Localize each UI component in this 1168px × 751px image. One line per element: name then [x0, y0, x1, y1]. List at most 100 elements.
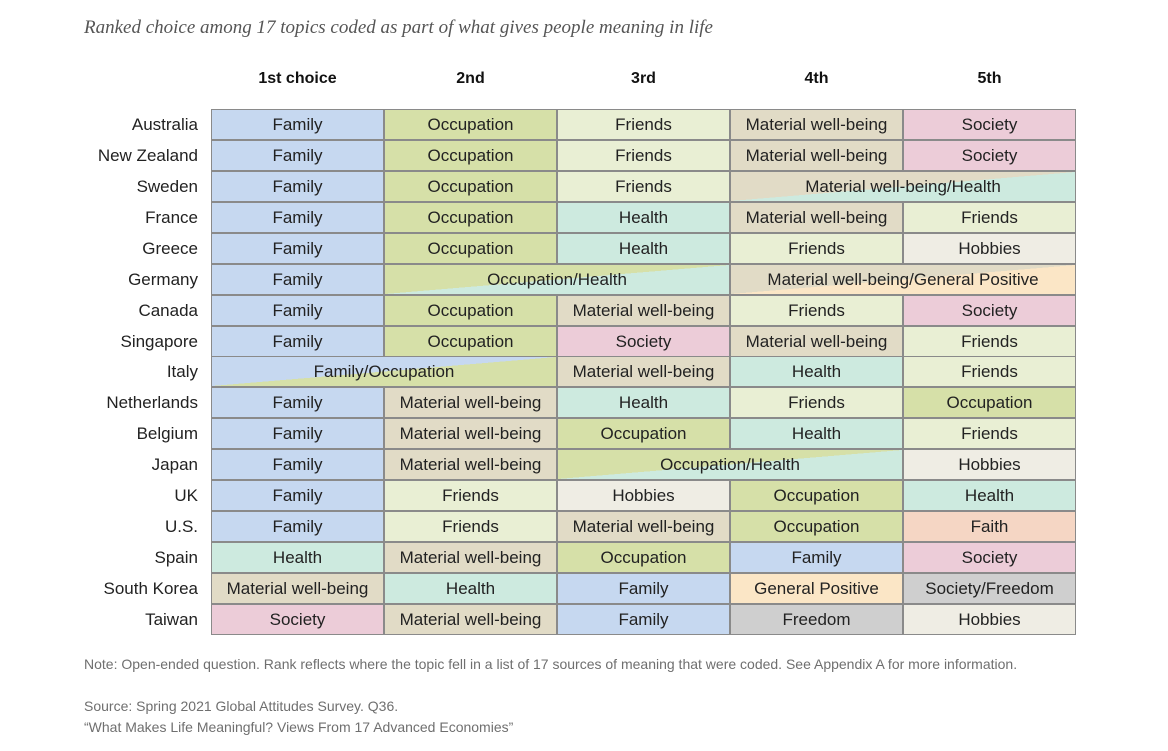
cell-label: Society/Freedom — [925, 578, 1054, 598]
cell-japan-rank-5: Hobbies — [903, 449, 1076, 481]
cell-taiwan-rank-4: Freedom — [730, 603, 903, 635]
cell-spain-rank-3: Occupation — [557, 542, 730, 574]
cell-singapore-rank-2: Occupation — [384, 325, 557, 357]
cell-south-korea-rank-2: Health — [384, 572, 557, 604]
report-title-text: “What Makes Life Meaningful? Views From … — [84, 719, 514, 735]
cell-label: Occupation — [600, 424, 687, 444]
cell-germany-rank-4: Material well-being/General Positive — [730, 263, 1076, 295]
cell-label: Material well-being — [399, 393, 542, 413]
cell-netherlands-rank-1: Family — [211, 387, 384, 419]
cell-label: Occupation — [427, 331, 514, 351]
cell-label: Friends — [788, 238, 845, 258]
cell-singapore-rank-4: Material well-being — [730, 325, 903, 357]
cell-uk-rank-1: Family — [211, 480, 384, 512]
cell-singapore-rank-1: Family — [211, 325, 384, 357]
column-header-3: 3rd — [631, 70, 656, 87]
cell-spain-rank-2: Material well-being — [384, 542, 557, 574]
row-label-canada: Canada — [138, 300, 198, 320]
cell-label: Hobbies — [958, 609, 1021, 629]
cell-label: Friends — [615, 115, 672, 134]
cell-label: Health — [791, 424, 842, 444]
column-header-1: 1st choice — [258, 70, 337, 87]
cell-belgium-rank-3: Occupation — [557, 418, 730, 450]
cell-japan-rank-1: Family — [211, 449, 384, 481]
cell-label: Occupation — [773, 517, 860, 537]
row-label-sweden: Sweden — [136, 176, 198, 196]
cell-belgium-rank-5: Friends — [903, 418, 1076, 450]
cell-taiwan-rank-1: Society — [211, 603, 384, 635]
cell-uk-rank-5: Health — [903, 480, 1076, 512]
cell-label: Hobbies — [612, 486, 675, 506]
cell-taiwan-rank-2: Material well-being — [384, 603, 557, 635]
cell-label: Occupation — [946, 393, 1033, 413]
cell-south-korea-rank-4: General Positive — [730, 572, 903, 604]
cell-canada-rank-3: Material well-being — [557, 294, 730, 326]
cell-south-korea-rank-1: Material well-being — [211, 572, 384, 604]
cell-label: Society — [961, 115, 1018, 134]
cell-uk-rank-2: Friends — [384, 480, 557, 512]
cell-label: Family — [618, 578, 669, 598]
cell-label: Family — [272, 176, 323, 196]
cell-belgium-rank-4: Health — [730, 418, 903, 450]
cell-label: Occupation — [427, 115, 514, 134]
cell-label: Family — [272, 269, 323, 289]
cell-label: Family — [272, 238, 323, 258]
chart-subtitle: Ranked choice among 17 topics coded as p… — [84, 17, 713, 38]
cell-spain-rank-1: Health — [211, 542, 384, 574]
cell-label: Friends — [961, 331, 1018, 351]
cell-sweden-rank-2: Occupation — [384, 170, 557, 202]
cell-australia-rank-4: Material well-being — [730, 109, 903, 140]
row-label-taiwan: Taiwan — [145, 609, 198, 629]
cell-label: Occupation — [427, 238, 514, 258]
cell-label: Friends — [788, 393, 845, 413]
cell-label: Family/Occupation — [313, 362, 455, 382]
row-label-belgium: Belgium — [136, 424, 198, 444]
cell-u-s-rank-1: Family — [211, 511, 384, 543]
cell-label: Occupation — [427, 176, 514, 196]
cell-label: Occupation/Health — [660, 455, 800, 475]
cell-label: Material well-being — [399, 548, 542, 568]
cell-label: Family — [272, 393, 323, 413]
cell-new-zealand-rank-4: Material well-being — [730, 139, 903, 171]
cell-label: Family — [272, 145, 323, 165]
cell-label: Friends — [442, 517, 499, 537]
cell-label: Family — [272, 115, 323, 134]
cell-label: Faith — [970, 517, 1009, 537]
row-label-australia: Australia — [131, 115, 198, 134]
cell-label: Family — [272, 517, 323, 537]
row-label-singapore: Singapore — [120, 331, 198, 351]
cell-label: Society — [961, 300, 1018, 320]
cell-label: Family — [272, 300, 323, 320]
row-label-new-zealand: New Zealand — [97, 145, 198, 165]
cell-label: Occupation — [600, 548, 687, 568]
cell-label: Society — [269, 609, 326, 629]
cell-canada-rank-2: Occupation — [384, 294, 557, 326]
cell-label: Family — [272, 455, 323, 475]
cell-france-rank-4: Material well-being — [730, 201, 903, 233]
cell-label: Family — [272, 331, 323, 351]
cell-japan-rank-2: Material well-being — [384, 449, 557, 481]
cell-label: Friends — [442, 486, 499, 506]
cell-spain-rank-4: Family — [730, 542, 903, 574]
cell-netherlands-rank-3: Health — [557, 387, 730, 419]
cell-germany-rank-2: Occupation/Health — [384, 263, 730, 295]
cell-netherlands-rank-2: Material well-being — [384, 387, 557, 419]
cell-canada-rank-4: Friends — [730, 294, 903, 326]
cell-netherlands-rank-4: Friends — [730, 387, 903, 419]
row-label-germany: Germany — [128, 269, 198, 289]
cell-label: Friends — [788, 300, 845, 320]
cell-belgium-rank-1: Family — [211, 418, 384, 450]
cell-label: Family — [618, 609, 669, 629]
cell-new-zealand-rank-3: Friends — [557, 139, 730, 171]
cell-south-korea-rank-5: Society/Freedom — [903, 572, 1076, 604]
cell-greece-rank-1: Family — [211, 232, 384, 264]
cell-label: Health — [618, 238, 669, 258]
column-header-5: 5th — [977, 70, 1002, 87]
cell-label: Family — [791, 548, 842, 568]
cell-label: Occupation — [427, 145, 514, 165]
cell-south-korea-rank-3: Family — [557, 572, 730, 604]
cell-label: Society — [961, 548, 1018, 568]
cell-label: Material well-being — [399, 455, 542, 475]
cell-u-s-rank-5: Faith — [903, 511, 1076, 543]
cell-netherlands-rank-5: Occupation — [903, 387, 1076, 419]
